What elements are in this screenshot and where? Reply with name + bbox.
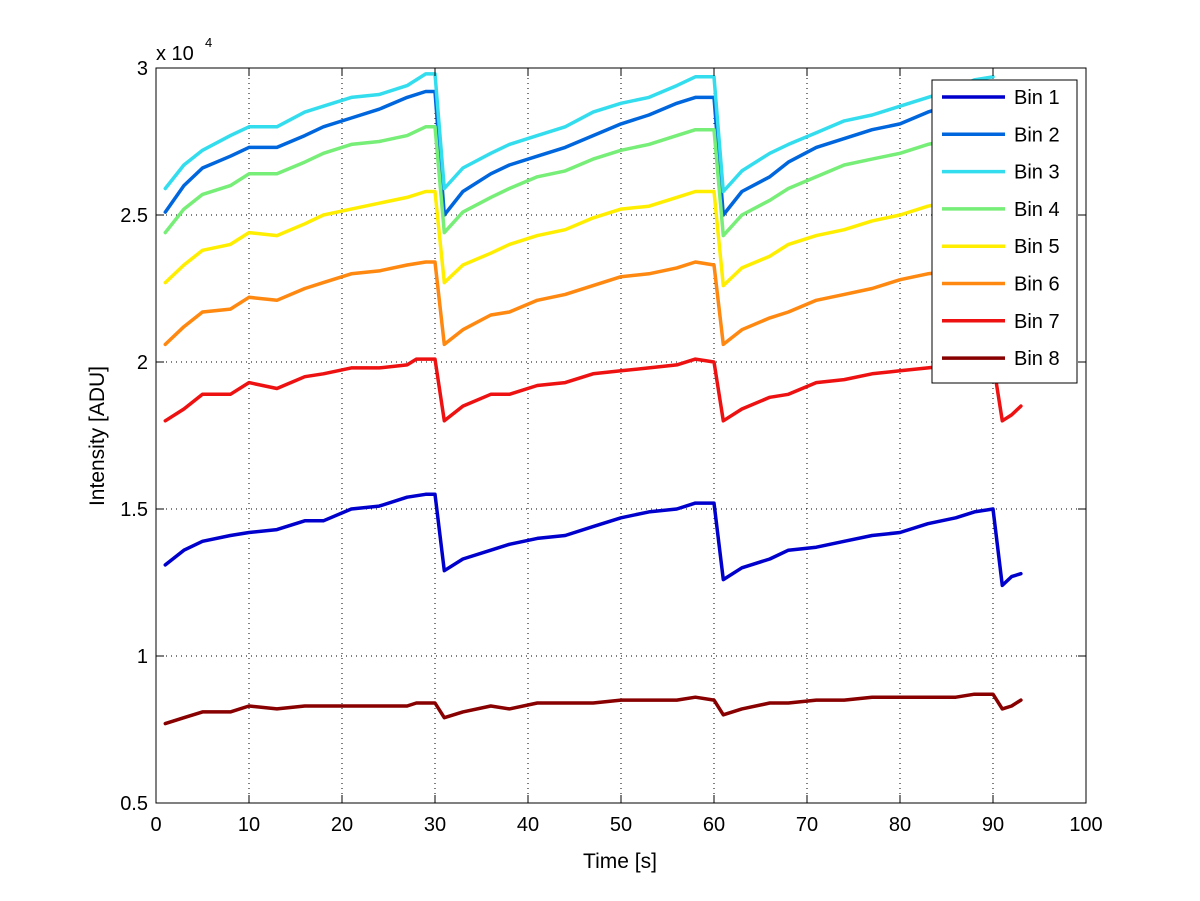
y-tick-label: 1 [137, 646, 148, 668]
grid-lines [156, 68, 1086, 803]
x-tick-label: 40 [517, 814, 539, 836]
x-tick-labels: 0 10 20 30 40 50 60 70 80 90 100 [150, 814, 1102, 836]
x-tick-label: 100 [1069, 814, 1102, 836]
x-tick-label: 70 [796, 814, 818, 836]
series-layer [163, 72, 1023, 726]
series-line-bin-3 [163, 72, 995, 194]
series-line-bin-2 [163, 89, 995, 217]
axis-ticks [155, 67, 1087, 804]
series-line-bin-1 [163, 492, 1023, 588]
legend: Bin 1 Bin 2 Bin 3 Bin 4 Bin 5 Bin 6 Bin 7 Bin 8 [931, 79, 1078, 384]
legend-label-bin-1: Bin 1 [1014, 87, 1060, 109]
y-tick-label: 3 [137, 58, 148, 80]
legend-label-bin-6: Bin 6 [1014, 274, 1060, 296]
x-axis-label: Time [s] [583, 850, 657, 873]
legend-label-bin-5: Bin 5 [1014, 236, 1060, 258]
x-tick-label: 50 [610, 814, 632, 836]
series-line-bin-7 [163, 357, 1023, 423]
x-tick-label: 80 [889, 814, 911, 836]
legend-box [931, 79, 1078, 384]
series-line-bin-8 [163, 692, 1023, 726]
y-tick-labels: 0.5 1 1.5 2 2.5 3 [120, 58, 148, 815]
y-multiplier-label: x 10 [156, 43, 194, 65]
y-tick-label: 0.5 [120, 793, 148, 815]
y-tick-label: 1.5 [120, 499, 148, 521]
x-tick-label: 30 [424, 814, 446, 836]
x-tick-label: 10 [238, 814, 260, 836]
series-line-bin-5 [163, 189, 995, 288]
legend-label-bin-4: Bin 4 [1014, 199, 1060, 221]
x-tick-label: 60 [703, 814, 725, 836]
legend-label-bin-7: Bin 7 [1014, 311, 1060, 333]
y-tick-label: 2.5 [120, 205, 148, 227]
series-line-bin-6 [163, 260, 995, 347]
y-tick-label: 2 [137, 352, 148, 374]
legend-label-bin-3: Bin 3 [1014, 162, 1060, 184]
y-multiplier-exponent: 4 [205, 35, 212, 50]
x-tick-label: 0 [150, 814, 161, 836]
plot-background [156, 68, 1086, 803]
legend-label-bin-8: Bin 8 [1014, 348, 1060, 370]
series-line-bin-4 [163, 125, 995, 238]
x-tick-label: 90 [982, 814, 1004, 836]
legend-label-bin-2: Bin 2 [1014, 124, 1060, 146]
y-axis-label: Intensity [ADU] [86, 366, 109, 506]
x-tick-label: 20 [331, 814, 353, 836]
